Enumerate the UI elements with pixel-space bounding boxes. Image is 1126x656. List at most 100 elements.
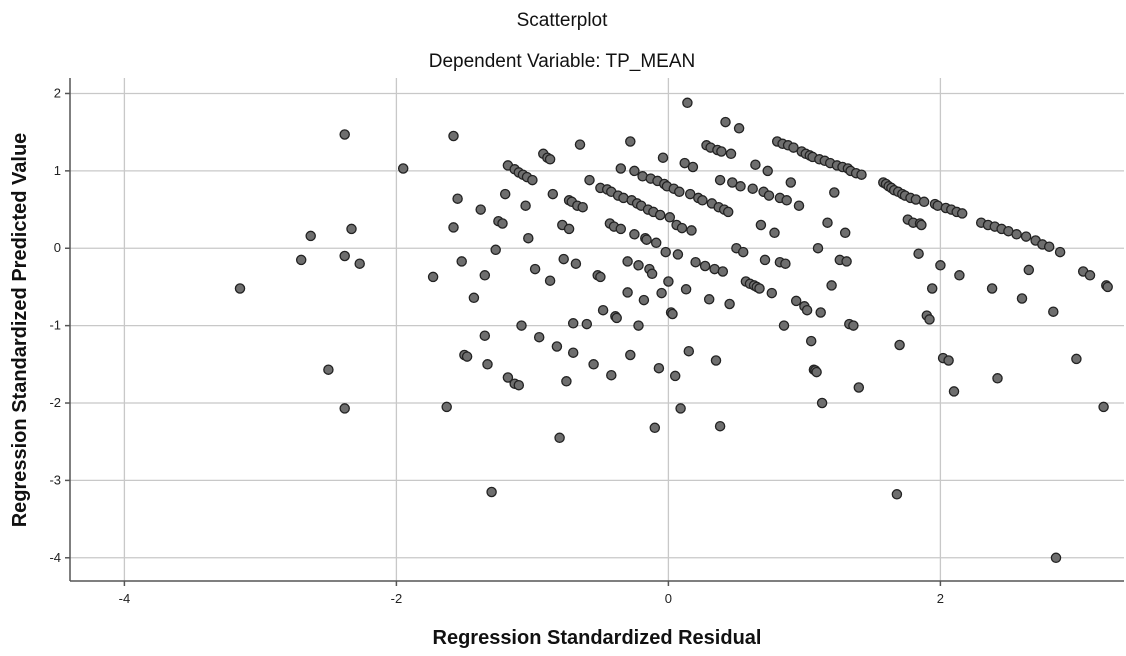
data-point xyxy=(720,116,731,128)
data-point xyxy=(633,320,644,331)
data-point xyxy=(448,222,459,233)
data-point xyxy=(629,165,640,177)
data-point xyxy=(649,422,661,434)
data-point xyxy=(714,420,726,432)
data-point xyxy=(486,486,497,498)
data-point xyxy=(544,275,556,286)
x-tick-label: -2 xyxy=(391,591,403,606)
data-point xyxy=(622,256,633,267)
y-tick-label: 1 xyxy=(54,163,61,178)
data-point xyxy=(1048,306,1059,317)
data-point xyxy=(547,188,559,200)
y-tick-label: -1 xyxy=(49,318,61,333)
data-point xyxy=(683,345,695,357)
data-point xyxy=(554,432,565,444)
data-point xyxy=(456,256,467,267)
data-point xyxy=(848,320,859,331)
data-point xyxy=(657,152,669,163)
data-point xyxy=(750,159,761,170)
data-point xyxy=(841,256,852,267)
data-point xyxy=(943,355,954,366)
data-point xyxy=(1054,246,1066,258)
data-point xyxy=(354,258,365,269)
y-tick-label: -2 xyxy=(49,395,61,410)
data-point xyxy=(717,266,729,277)
data-point xyxy=(675,403,686,414)
data-point xyxy=(826,280,837,291)
data-point xyxy=(323,364,334,375)
data-point xyxy=(633,260,644,271)
data-point xyxy=(475,204,486,215)
data-point xyxy=(735,181,746,192)
data-point xyxy=(597,304,609,316)
data-point xyxy=(672,249,684,260)
data-point xyxy=(533,331,545,343)
data-point xyxy=(654,209,666,221)
data-point xyxy=(801,304,813,316)
data-point xyxy=(588,359,599,370)
data-point xyxy=(641,234,652,245)
data-point xyxy=(615,163,627,174)
data-point xyxy=(656,287,667,299)
data-point xyxy=(811,366,822,378)
data-point xyxy=(497,218,508,229)
x-tick-label: 2 xyxy=(937,591,944,606)
data-point xyxy=(638,294,650,306)
data-point xyxy=(790,295,802,307)
data-point xyxy=(502,372,514,383)
data-point xyxy=(499,188,511,200)
data-point xyxy=(461,351,473,362)
data-point xyxy=(856,169,867,180)
data-point xyxy=(595,271,606,283)
data-point xyxy=(625,136,636,147)
data-point xyxy=(747,183,758,194)
grid xyxy=(70,78,1124,581)
data-points xyxy=(234,97,1113,564)
data-point xyxy=(339,129,350,140)
y-axis-label: Regression Standardized Predicted Value xyxy=(9,133,31,528)
y-tick-label: 2 xyxy=(54,85,61,100)
data-point xyxy=(722,206,734,218)
data-point xyxy=(615,223,627,235)
data-point xyxy=(482,359,493,370)
data-point xyxy=(625,349,636,361)
data-point xyxy=(785,177,797,188)
data-point xyxy=(397,163,409,174)
data-point xyxy=(781,195,792,206)
data-point xyxy=(606,369,617,381)
data-point xyxy=(769,227,780,239)
data-point xyxy=(986,283,998,294)
data-point xyxy=(660,246,671,258)
data-point xyxy=(561,376,572,387)
data-point xyxy=(1011,229,1022,240)
data-point xyxy=(687,161,699,173)
data-point xyxy=(716,146,727,157)
data-point xyxy=(581,318,593,330)
data-point xyxy=(611,312,622,324)
data-point xyxy=(737,246,749,258)
data-point xyxy=(448,130,459,142)
data-point xyxy=(816,397,828,409)
data-point xyxy=(427,271,439,283)
data-point xyxy=(788,142,799,153)
data-point xyxy=(918,196,930,208)
y-tick-label: -4 xyxy=(49,550,61,565)
data-point xyxy=(1084,270,1096,281)
data-point xyxy=(812,242,824,254)
data-point xyxy=(763,190,775,201)
data-point xyxy=(234,283,246,294)
x-tick-label: -4 xyxy=(119,591,131,606)
data-point xyxy=(686,225,697,236)
y-tick-label: 0 xyxy=(54,240,61,255)
data-point xyxy=(913,248,924,259)
data-point xyxy=(523,232,534,244)
data-point xyxy=(653,362,665,374)
data-point xyxy=(676,222,688,234)
data-point xyxy=(305,230,316,242)
data-point xyxy=(339,250,350,262)
x-tick-labels: -4 -2 0 2 xyxy=(119,581,944,606)
data-point xyxy=(1102,281,1113,293)
chart-title: Scatterplot xyxy=(517,10,609,31)
data-point xyxy=(924,314,935,325)
data-point xyxy=(650,237,662,249)
